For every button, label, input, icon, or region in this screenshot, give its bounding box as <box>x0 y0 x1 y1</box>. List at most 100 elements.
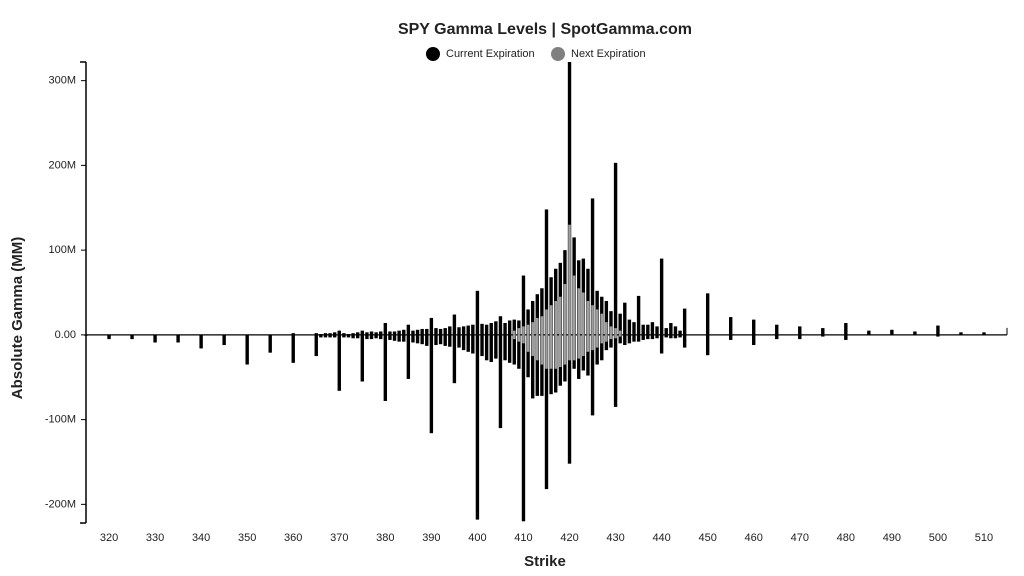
bar <box>388 334 392 340</box>
bar <box>337 334 341 391</box>
bar <box>457 334 461 348</box>
bar <box>798 334 802 340</box>
bar <box>604 334 609 351</box>
bar <box>591 334 594 351</box>
bar <box>429 334 434 434</box>
bar <box>199 334 203 349</box>
bar <box>429 317 434 335</box>
bar <box>517 320 521 335</box>
bar <box>563 284 567 335</box>
bar <box>360 334 364 382</box>
bar <box>512 334 516 340</box>
bar <box>595 309 599 335</box>
bar <box>507 320 512 335</box>
bar <box>545 334 548 369</box>
bar <box>590 334 595 416</box>
bar <box>549 305 553 335</box>
bar <box>618 334 622 337</box>
bar <box>245 334 249 365</box>
bar <box>590 198 595 335</box>
bar <box>402 334 406 342</box>
bar <box>623 334 627 346</box>
bar <box>512 319 516 335</box>
bar <box>632 322 636 335</box>
x-tick-label: 420 <box>560 532 578 544</box>
x-tick-label: 460 <box>745 532 763 544</box>
bar <box>600 313 604 335</box>
x-tick-label: 500 <box>929 532 947 544</box>
bar <box>291 333 295 335</box>
bar <box>328 334 332 338</box>
bar <box>705 293 710 335</box>
bar <box>374 334 378 339</box>
bar <box>332 334 337 338</box>
bar <box>591 305 594 335</box>
bar <box>531 322 534 335</box>
bar <box>415 334 420 344</box>
bar <box>420 328 424 335</box>
bar <box>559 296 562 335</box>
bar <box>388 331 392 335</box>
bar <box>775 324 779 335</box>
bar <box>452 334 457 384</box>
legend-swatch <box>551 47 565 61</box>
bar <box>646 324 650 335</box>
bar <box>480 334 484 357</box>
x-tick-label: 450 <box>698 532 716 544</box>
x-tick-label: 440 <box>652 532 670 544</box>
bar <box>526 324 530 335</box>
bar <box>682 308 687 335</box>
bar <box>913 331 917 335</box>
bar <box>425 334 429 346</box>
bar <box>461 334 466 351</box>
bar <box>618 313 622 335</box>
x-axis-title: Strike <box>524 553 566 570</box>
bar <box>535 334 539 361</box>
bar <box>415 329 420 335</box>
bar <box>545 309 548 335</box>
bar <box>222 334 226 346</box>
bar <box>682 334 687 348</box>
bar <box>821 334 825 337</box>
bar <box>582 292 585 335</box>
bar <box>563 334 567 365</box>
bar <box>522 326 525 335</box>
bar <box>567 62 572 335</box>
bar <box>526 334 530 352</box>
bar <box>673 326 678 335</box>
x-tick-label: 480 <box>837 532 855 544</box>
bar <box>549 334 553 369</box>
bar <box>355 332 360 335</box>
bar <box>319 334 323 338</box>
bar <box>346 334 351 335</box>
bar <box>351 334 355 339</box>
bar <box>669 334 673 339</box>
bar <box>595 334 599 365</box>
bar <box>130 334 134 340</box>
bar <box>84 334 88 336</box>
bar <box>554 334 558 369</box>
bar <box>379 331 383 335</box>
bar <box>867 330 871 335</box>
bar <box>452 314 457 335</box>
bar <box>572 275 576 335</box>
bar <box>669 323 673 335</box>
legend-swatch <box>426 47 440 61</box>
x-tick-label: 400 <box>468 532 486 544</box>
bar <box>600 334 604 361</box>
bar <box>291 334 295 363</box>
bar <box>659 334 664 354</box>
bar <box>342 333 346 335</box>
bar <box>646 334 650 340</box>
bar <box>448 334 452 347</box>
bar <box>540 316 544 335</box>
bar <box>577 288 581 335</box>
bar <box>526 334 530 378</box>
bar <box>526 309 530 335</box>
bar <box>752 319 756 335</box>
bar <box>678 334 682 338</box>
bar <box>457 327 461 335</box>
bar <box>627 334 632 344</box>
y-tick-label: 0.00 <box>55 329 76 341</box>
bar <box>535 334 539 396</box>
